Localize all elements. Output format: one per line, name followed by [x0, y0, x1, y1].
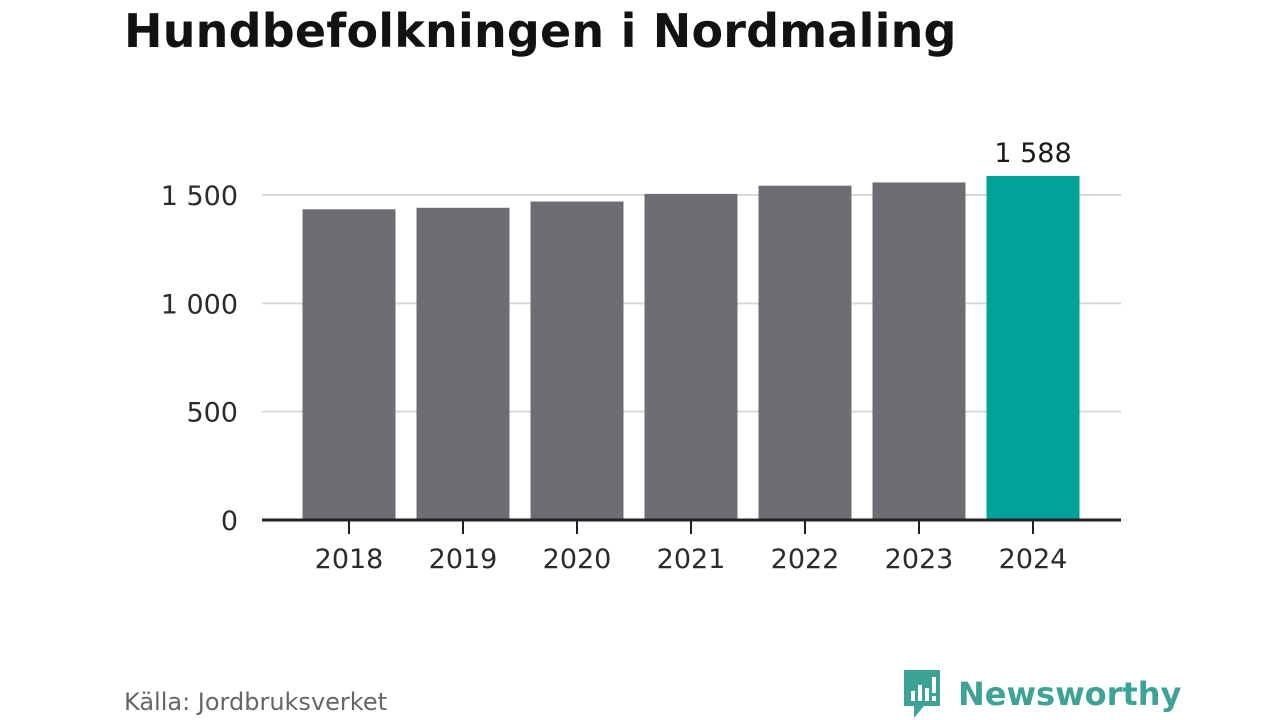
- x-tick-label: 2020: [543, 544, 612, 575]
- newsworthy-icon: [904, 670, 940, 718]
- bar-2024: [986, 175, 1080, 520]
- brand-name: Newsworthy: [958, 675, 1182, 713]
- data-label: 1 588: [994, 138, 1071, 169]
- labels: 0 500 1 000 1 500 2018 2019 2020 2021 2022 2023 20…: [161, 138, 1072, 575]
- bar-2022: [758, 185, 852, 520]
- y-tick-label: 1 000: [161, 289, 238, 320]
- bar-2018: [302, 209, 396, 521]
- bar-2020: [530, 201, 624, 520]
- bars: [302, 175, 1080, 521]
- bar-2021: [644, 193, 738, 520]
- x-axis: [262, 518, 1121, 534]
- bar-2019: [416, 207, 510, 521]
- x-tick-label: 2022: [771, 544, 840, 575]
- chart-title: Hundbefolkningen i Nordmaling: [124, 4, 957, 58]
- x-tick-label: 2023: [885, 544, 954, 575]
- x-tick-label: 2018: [315, 544, 384, 575]
- y-tick-label: 0: [221, 506, 238, 537]
- y-tick-label: 1 500: [161, 181, 238, 212]
- y-tick-label: 500: [186, 398, 238, 429]
- bar-2023: [872, 182, 966, 520]
- x-tick-label: 2024: [999, 544, 1068, 575]
- x-tick-label: 2021: [657, 544, 726, 575]
- newsworthy-logo: Newsworthy: [902, 668, 1181, 720]
- x-tick-label: 2019: [429, 544, 498, 575]
- source-note: Källa: Jordbruksverket: [124, 688, 387, 716]
